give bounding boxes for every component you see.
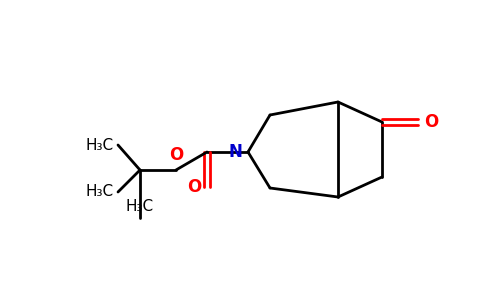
Text: H₃C: H₃C [126,199,154,214]
Text: O: O [187,178,201,196]
Text: O: O [424,113,438,131]
Text: H₃C: H₃C [86,184,114,200]
Text: H₃C: H₃C [86,137,114,152]
Text: O: O [169,146,183,164]
Text: N: N [228,143,242,161]
